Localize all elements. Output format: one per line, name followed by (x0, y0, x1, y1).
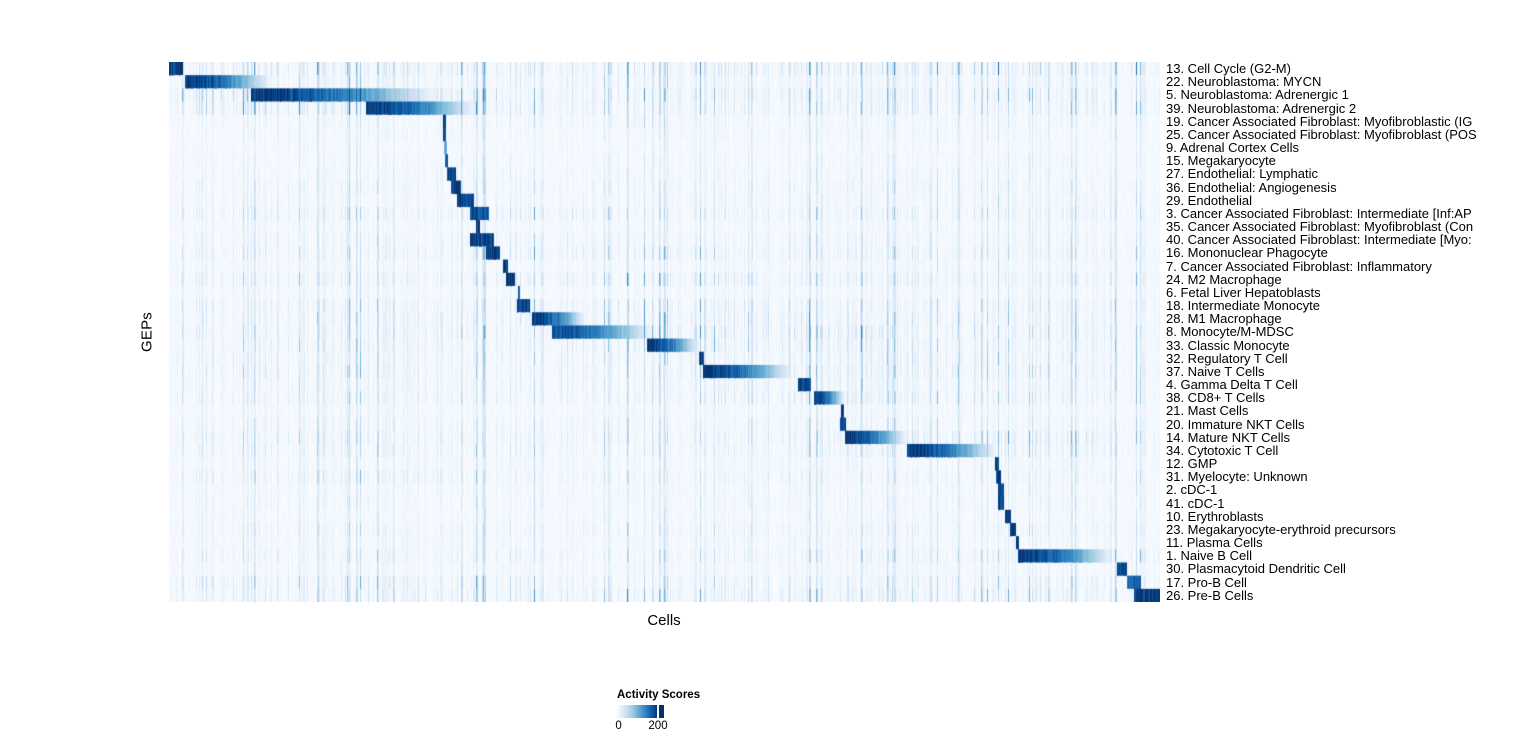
row-label: 24. M2 Macrophage (1166, 271, 1282, 287)
legend-colorbar-gradient (617, 705, 664, 718)
row-label: 18. Intermediate Monocyte (1166, 298, 1320, 314)
row-label: 17. Pro-B Cell (1166, 574, 1247, 590)
row-label: 14. Mature NKT Cells (1166, 429, 1291, 445)
row-label: 40. Cancer Associated Fibroblast: Interm… (1166, 232, 1472, 248)
row-label: 32. Regulatory T Cell (1166, 350, 1288, 366)
row-label: 8. Monocyte/M-MDSC (1166, 324, 1294, 340)
row-label: 4. Gamma Delta T Cell (1166, 377, 1298, 393)
row-label: 12. GMP (1166, 456, 1218, 472)
row-label: 30. Plasmacytoid Dendritic Cell (1166, 561, 1346, 577)
row-label: 7. Cancer Associated Fibroblast: Inflamm… (1166, 258, 1432, 274)
x-axis-label: Cells (647, 612, 681, 629)
row-label: 16. Mononuclear Phagocyte (1166, 245, 1328, 261)
row-label: 27. Endothelial: Lymphatic (1166, 166, 1319, 182)
row-label: 10. Erythroblasts (1166, 508, 1264, 524)
row-label: 25. Cancer Associated Fibroblast: Myofib… (1166, 126, 1477, 142)
row-labels: 13. Cell Cycle (G2-M) 22. Neuroblastoma: … (1166, 62, 1540, 602)
row-label: 31. Myelocyte: Unknown (1166, 469, 1308, 485)
row-label: 2. cDC-1 (1166, 482, 1218, 498)
row-label: 19. Cancer Associated Fibroblast: Myofib… (1166, 113, 1473, 129)
heatmap-canvas (169, 62, 1160, 602)
row-label: 35. Cancer Associated Fibroblast: Myofib… (1166, 219, 1474, 235)
legend-title: Activity Scores (617, 689, 701, 701)
legend-tick-200 (657, 705, 659, 718)
row-label: 38. CD8+ T Cells (1166, 390, 1265, 406)
row-label: 36. Endothelial: Angiogenesis (1166, 179, 1337, 195)
row-label: 9. Adrenal Cortex Cells (1166, 140, 1299, 156)
row-label: 5. Neuroblastoma: Adrenergic 1 (1166, 87, 1349, 103)
row-label: 20. Immature NKT Cells (1166, 416, 1305, 432)
row-label: 41. cDC-1 (1166, 495, 1225, 511)
row-label: 28. M1 Macrophage (1166, 311, 1282, 327)
row-label: 37. Naive T Cells (1166, 363, 1265, 379)
legend-tick-labels: 0 200 (615, 720, 737, 734)
row-label: 29. Endothelial (1166, 192, 1253, 208)
legend: Activity Scores 0 200 (615, 689, 737, 739)
row-label: 11. Plasma Cells (1166, 535, 1263, 551)
row-label: 21. Mast Cells (1166, 403, 1249, 419)
row-label: 34. Cytotoxic T Cell (1166, 442, 1279, 458)
row-label: 22. Neuroblastoma: MYCN (1166, 74, 1322, 90)
row-label: 15. Megakaryocyte (1166, 153, 1276, 169)
legend-max-label: 200 (648, 720, 668, 732)
row-label: 13. Cell Cycle (G2-M) (1166, 61, 1291, 76)
row-label: 3. Cancer Associated Fibroblast: Interme… (1166, 205, 1472, 221)
row-label: 33. Classic Monocyte (1166, 337, 1290, 353)
legend-min-label: 0 (615, 720, 622, 732)
row-label: 39. Neuroblastoma: Adrenergic 2 (1166, 100, 1357, 116)
row-label: 23. Megakaryocyte-erythroid precursors (1166, 521, 1396, 537)
row-label: 1. Naive B Cell (1166, 548, 1252, 564)
y-axis-label: GEPs (138, 312, 156, 352)
row-label: 6. Fetal Liver Hepatoblasts (1166, 284, 1321, 300)
legend-colorbar (617, 705, 664, 718)
row-label: 26. Pre-B Cells (1166, 587, 1254, 603)
